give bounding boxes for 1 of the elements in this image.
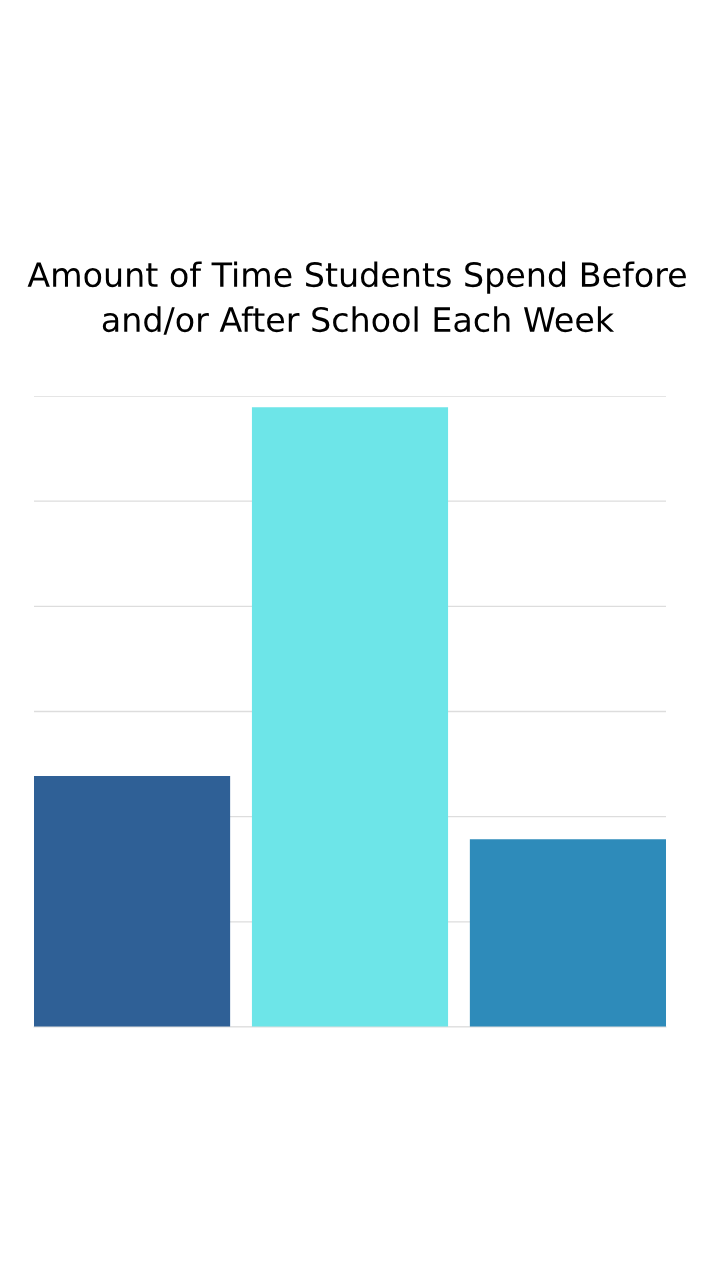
chart-title: Amount of Time Students Spend Before and/or After School Each Week: [27, 261, 686, 335]
